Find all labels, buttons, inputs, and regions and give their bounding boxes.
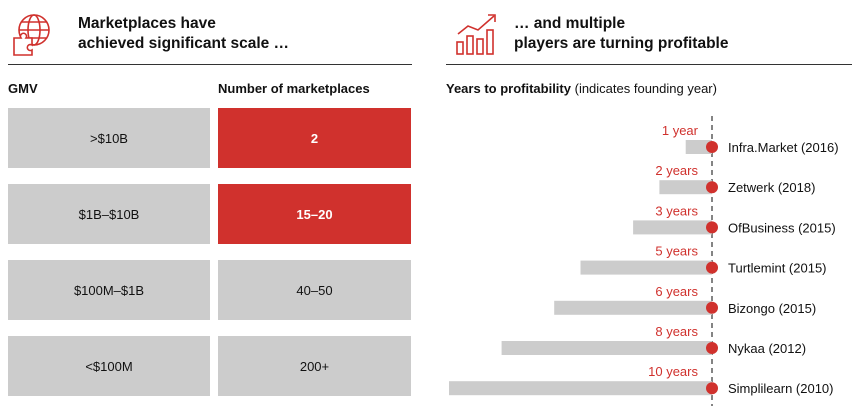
rising-bar-chart-icon bbox=[456, 14, 496, 55]
chart-point bbox=[706, 141, 718, 153]
chart-point bbox=[706, 301, 718, 314]
count-cell: 200+ bbox=[218, 336, 411, 396]
chart-bar bbox=[633, 220, 712, 235]
left-divider bbox=[8, 64, 412, 65]
chart-bar bbox=[685, 140, 712, 154]
gmv-column-header: GMV bbox=[8, 81, 38, 96]
gmv-cell: $100M–$1B bbox=[8, 260, 210, 320]
chart-bar bbox=[449, 381, 712, 396]
left-headline-line-2: achieved significant scale … bbox=[78, 35, 290, 52]
profitability-chart-svg: 1 year Infra.Market (2016) 2 years Zetwerk … bbox=[449, 116, 839, 406]
table-row: $1B–$10B 15–20 bbox=[0, 184, 420, 244]
chart-point bbox=[706, 342, 718, 354]
table-row: <$100M 200+ bbox=[0, 336, 420, 396]
chart-value-label: 10 years bbox=[648, 364, 698, 379]
chart-bar bbox=[501, 341, 712, 355]
count-cell: 2 bbox=[218, 108, 411, 168]
right-headline-line-1: … and multiple bbox=[514, 15, 626, 32]
globe-puzzle-icon bbox=[13, 14, 50, 56]
count-cell: 15–20 bbox=[218, 184, 411, 244]
left-headline: Marketplaces have achieved significant s… bbox=[78, 14, 289, 54]
chart-title: Years to profitability (indicates foundi… bbox=[446, 81, 717, 96]
chart-category-label: Zetwerk (2018) bbox=[728, 180, 815, 195]
chart-bar bbox=[580, 260, 712, 275]
gmv-cell: $1B–$10B bbox=[8, 184, 210, 244]
gmv-cell: >$10B bbox=[8, 108, 210, 168]
chart-category-label: OfBusiness (2015) bbox=[728, 220, 836, 235]
marketplace-scale-panel: Marketplaces have achieved significant s… bbox=[0, 0, 420, 408]
chart-point bbox=[706, 221, 718, 234]
table-row: $100M–$1B 40–50 bbox=[0, 260, 420, 320]
chart-point bbox=[706, 261, 718, 274]
profitability-panel: … and multiple players are turning profi… bbox=[446, 0, 861, 408]
chart-category-label: Infra.Market (2016) bbox=[728, 140, 839, 155]
chart-title-note: (indicates founding year) bbox=[574, 81, 717, 96]
profitability-chart: 1 year Infra.Market (2016) 2 years Zetwerk … bbox=[446, 110, 861, 408]
gmv-cell: <$100M bbox=[8, 336, 210, 396]
marketplace-count-column-header: Number of marketplaces bbox=[218, 81, 370, 96]
right-headline: … and multiple players are turning profi… bbox=[514, 14, 728, 54]
table-row: >$10B 2 bbox=[0, 108, 420, 168]
right-divider bbox=[446, 64, 852, 65]
chart-value-label: 6 years bbox=[655, 284, 698, 299]
count-cell: 40–50 bbox=[218, 260, 411, 320]
chart-value-label: 5 years bbox=[655, 244, 698, 259]
chart-value-label: 8 years bbox=[655, 324, 698, 339]
right-headline-line-2: players are turning profitable bbox=[514, 35, 729, 52]
left-headline-line-1: Marketplaces have bbox=[78, 15, 216, 32]
chart-value-label: 3 years bbox=[655, 203, 698, 218]
chart-category-label: Simplilearn (2010) bbox=[728, 381, 834, 396]
chart-point bbox=[706, 382, 718, 395]
chart-point bbox=[706, 181, 718, 194]
chart-category-label: Turtlemint (2015) bbox=[728, 261, 827, 276]
chart-title-main: Years to profitability bbox=[446, 81, 571, 96]
chart-value-label: 2 years bbox=[655, 163, 698, 178]
chart-value-label: 1 year bbox=[662, 123, 699, 138]
chart-bar bbox=[659, 180, 712, 195]
chart-category-label: Bizongo (2015) bbox=[728, 301, 816, 316]
chart-category-label: Nykaa (2012) bbox=[728, 341, 806, 356]
chart-bar bbox=[554, 300, 712, 315]
